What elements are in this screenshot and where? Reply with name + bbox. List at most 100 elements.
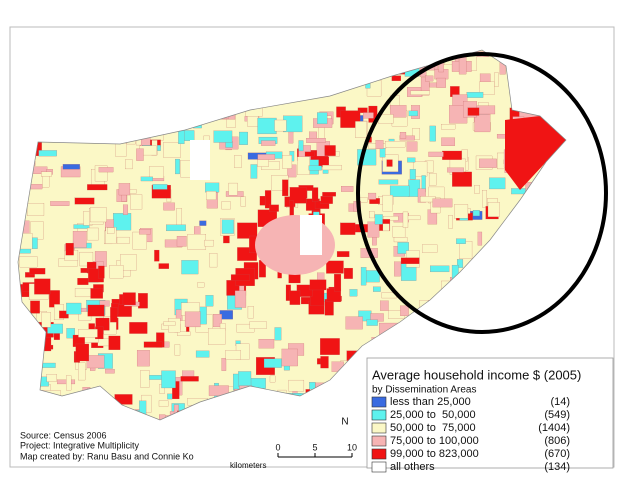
area-patch [234, 290, 247, 308]
area-patch [399, 135, 415, 141]
area-patch [118, 183, 131, 196]
area-patch [298, 140, 304, 152]
area-patch [175, 158, 180, 175]
legend-swatch [371, 422, 387, 434]
area-patch [205, 295, 214, 307]
area-patch [274, 327, 282, 341]
area-patch [282, 155, 293, 169]
legend-label: 50,000 to 75,000 [390, 422, 476, 434]
area-patch [225, 350, 241, 360]
area-patch [336, 251, 350, 258]
area-patch [140, 370, 150, 388]
legend-label: all others [390, 461, 435, 473]
legend-label: 75,000 to 100,000 [390, 435, 479, 447]
area-patch [345, 316, 363, 330]
area-patch [107, 227, 115, 234]
area-patch [341, 186, 354, 192]
area-patch [269, 375, 276, 383]
area-patch [176, 236, 187, 247]
area-patch [410, 90, 430, 95]
area-patch [441, 137, 455, 147]
area-patch [19, 256, 38, 268]
area-patch [367, 221, 380, 238]
area-patch [87, 227, 99, 241]
area-patch [412, 128, 420, 140]
area-patch [41, 312, 51, 328]
area-patch [99, 300, 110, 307]
area-patch [65, 242, 74, 256]
area-patch [357, 107, 368, 113]
area-patch [29, 268, 46, 275]
area-patch [181, 260, 199, 275]
area-patch [57, 379, 76, 385]
area-patch [240, 196, 246, 207]
area-patch [425, 75, 434, 82]
area-patch [263, 358, 282, 368]
area-patch [206, 191, 217, 200]
area-patch [163, 142, 181, 158]
area-patch [400, 305, 409, 316]
area-patch [158, 400, 169, 407]
area-patch [199, 220, 207, 226]
area-patch [59, 310, 69, 319]
area-patch [123, 204, 128, 215]
area-patch [74, 288, 92, 298]
legend-swatch [371, 461, 387, 473]
area-patch [511, 188, 527, 195]
area-patch [30, 221, 44, 240]
note: Source: Census 2006 [20, 430, 107, 440]
area-patch [474, 185, 480, 194]
area-patch [363, 112, 374, 119]
area-patch [47, 323, 63, 334]
area-patch [120, 254, 137, 271]
area-patch [105, 227, 117, 244]
area-patch [384, 141, 406, 148]
area-patch [441, 124, 456, 130]
area-patch [140, 176, 153, 182]
area-patch [176, 208, 182, 227]
area-patch [255, 215, 335, 275]
area-patch [195, 350, 210, 358]
legend-swatch [371, 448, 387, 460]
area-patch [62, 164, 80, 170]
area-patch [264, 190, 272, 209]
area-patch [89, 207, 107, 223]
area-patch [30, 300, 40, 314]
legend-count: (670) [544, 448, 570, 460]
area-patch [355, 121, 367, 138]
area-patch [213, 130, 233, 143]
area-patch [132, 231, 147, 250]
area-patch [269, 204, 279, 212]
area-patch [320, 356, 329, 369]
legend-label: 99,000 to 823,000 [390, 448, 479, 460]
area-patch [456, 259, 464, 268]
area-patch [221, 358, 227, 371]
area-patch [129, 322, 148, 334]
area-patch [261, 140, 276, 146]
area-patch [148, 166, 164, 179]
area-patch [34, 278, 51, 295]
area-patch [237, 222, 258, 239]
area-patch [289, 200, 294, 217]
area-patch [369, 210, 375, 219]
area-patch [163, 202, 175, 211]
area-patch [317, 272, 325, 281]
area-patch [172, 381, 180, 400]
area-patch [400, 257, 420, 264]
area-patch [382, 194, 393, 212]
area-patch [238, 371, 252, 387]
area-patch [320, 338, 340, 355]
legend-count: (134) [544, 461, 570, 473]
area-patch [360, 267, 367, 286]
area-patch [374, 214, 383, 225]
area-patch [349, 289, 358, 297]
legend-count: (1404) [538, 422, 570, 434]
area-patch [77, 278, 89, 285]
area-patch [250, 164, 258, 179]
area-patch [125, 159, 133, 170]
north-arrow: N [341, 417, 348, 428]
area-patch [406, 141, 418, 152]
area-patch [308, 165, 322, 171]
area-patch [204, 239, 214, 247]
